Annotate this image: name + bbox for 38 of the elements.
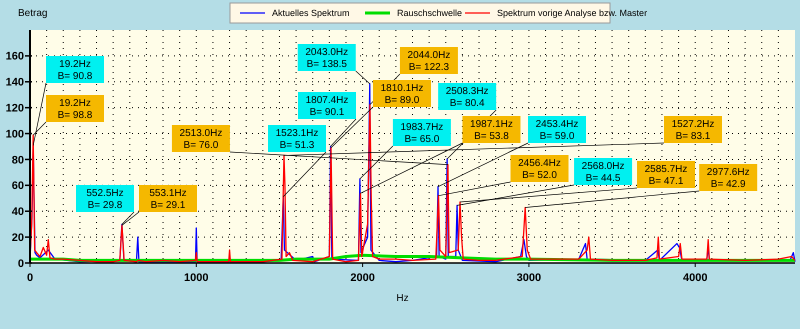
annotation: 2453.4Hz B= 59.0 [536, 119, 578, 142]
annotation: 2508.3Hz B= 80.4 [446, 86, 489, 109]
annotation: 2044.0Hz B= 122.3 [408, 50, 450, 73]
y-tick-label: 0 [18, 258, 24, 270]
annotation: 1810.1Hz B= 89.0 [380, 83, 424, 106]
annotation: 1983.7Hz B= 65.0 [400, 122, 444, 145]
annotation: 19.2Hz B= 90.8 [58, 59, 93, 82]
annotation: 552.5Hz B= 29.8 [86, 188, 124, 211]
y-tick-label: 120 [6, 102, 24, 115]
legend-label: Spektrum vorige Analyse bzw. Master [497, 8, 648, 18]
x-tick-label: 1000 [184, 272, 209, 284]
annotation: 1987.1Hz B= 53.8 [470, 119, 513, 142]
annotation: 2585.7Hz B= 47.1 [644, 164, 688, 187]
annotation: 2977.6Hz B= 42.9 [706, 167, 750, 190]
y-tick-label: 100 [6, 128, 24, 140]
x-tick-label: 0 [26, 272, 34, 284]
legend-label: Aktuelles Spektrum [272, 8, 350, 18]
annotation: 1523.1Hz B= 51.3 [276, 128, 318, 151]
annotation: 2568.0Hz B= 44.5 [582, 161, 624, 184]
y-tick-label: 140 [6, 76, 24, 89]
y-tick-label: 80 [12, 154, 24, 166]
annotation: 1807.4Hz B= 90.1 [306, 95, 348, 118]
x-tick-label: 2000 [350, 272, 375, 284]
y-tick-label: 160 [6, 50, 24, 63]
legend-label: Rauschschwelle [397, 8, 462, 18]
annotation: 553.1Hz B= 29.1 [149, 188, 187, 211]
y-tick-label: 40 [12, 206, 24, 218]
x-tick-label: 3000 [516, 272, 542, 284]
y-tick-label: 20 [12, 232, 24, 244]
y-tick-label: 60 [12, 180, 24, 192]
y-axis-title: Betrag [18, 8, 48, 19]
x-axis-title: Hz [396, 293, 409, 304]
annotation: 1527.2Hz B= 83.1 [672, 119, 714, 142]
annotation: 2456.4Hz B= 52.0 [518, 158, 561, 181]
annotation: 2513.0Hz B= 76.0 [180, 128, 222, 151]
x-tick-label: 4000 [682, 272, 708, 284]
annotation: 19.2Hz B= 98.8 [58, 98, 93, 121]
annotation: 2043.0Hz B= 138.5 [305, 47, 348, 70]
